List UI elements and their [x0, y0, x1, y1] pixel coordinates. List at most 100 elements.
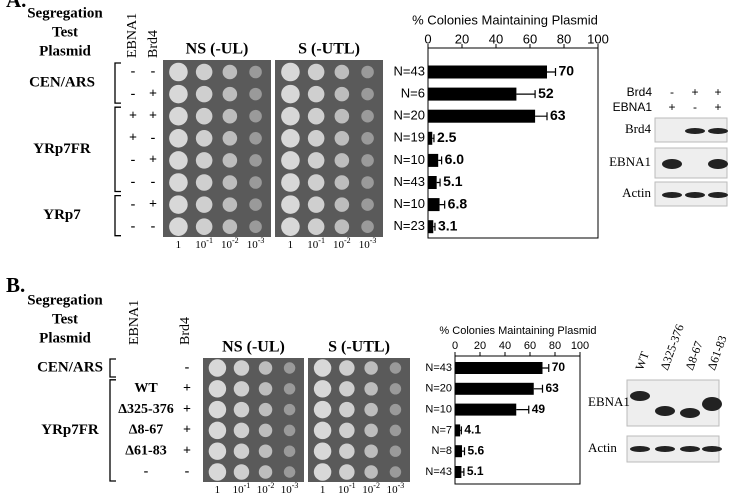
colony-spot: [222, 219, 238, 234]
colony-spot: [249, 132, 262, 145]
category-label: N=20: [425, 383, 452, 395]
dilution-exponent: -3: [370, 236, 377, 245]
colony-spot: [222, 175, 238, 190]
dilution-label: 1: [215, 484, 221, 496]
band: [680, 408, 700, 418]
bar: [428, 153, 439, 167]
error-bar: [436, 178, 441, 187]
row-sign: -: [151, 64, 156, 79]
dilution-base: 10: [247, 239, 259, 251]
colony-spot: [283, 362, 296, 374]
x-tick-label: 20: [474, 340, 486, 352]
band: [655, 406, 675, 416]
colony-spot: [313, 421, 332, 440]
colony-spot: [258, 402, 273, 417]
x-tick-label: 100: [571, 340, 589, 352]
row-sign: -: [185, 464, 190, 479]
dilution-exponent: -1: [349, 481, 356, 490]
colony-spot: [361, 87, 374, 101]
band: [662, 192, 682, 198]
colony-spot: [307, 152, 325, 169]
x-tick-label: 0: [452, 340, 458, 352]
colony-spot: [208, 421, 227, 440]
band: [655, 446, 675, 452]
dilution-base: 10: [307, 239, 319, 251]
dilution-base: 1: [176, 239, 182, 251]
row-sign: Δ325-376: [118, 402, 173, 417]
condition-sign: -: [693, 100, 697, 114]
colony-spot: [339, 422, 355, 439]
colony-spot: [283, 445, 296, 457]
dilution-base: 10: [233, 484, 245, 496]
colony-spot: [195, 174, 213, 191]
colony-spot: [222, 131, 238, 146]
colony-spot: [307, 63, 325, 81]
condition-sign: -: [670, 85, 674, 99]
dilution-exponent: -1: [206, 236, 213, 245]
column-header: Brd4: [146, 30, 161, 58]
colony-spot: [339, 381, 355, 397]
colony-spot: [283, 424, 296, 437]
dilution-base: 1: [320, 484, 326, 496]
error-bar: [460, 426, 462, 435]
row-sign: -: [131, 86, 136, 101]
colony-spot: [233, 422, 250, 439]
row-sign: +: [129, 108, 137, 123]
colony-spot: [249, 198, 262, 211]
group-name: CEN/ARS: [37, 359, 103, 375]
category-label: N=23: [394, 218, 425, 233]
colony-spot: [258, 382, 273, 396]
dilution-label: 10-3: [247, 236, 265, 251]
plate: [203, 358, 304, 482]
colony-spot: [281, 173, 300, 192]
error-bar: [433, 222, 436, 231]
error-bar: [535, 112, 548, 121]
value-label: 70: [559, 63, 575, 79]
category-label: N=43: [425, 362, 452, 374]
colony-spot: [208, 380, 227, 398]
colony-spot: [313, 400, 332, 419]
band: [630, 446, 650, 452]
row-header: Test: [52, 24, 78, 40]
error-bar: [533, 384, 544, 393]
colony-spot: [389, 466, 402, 478]
error-bar: [432, 134, 435, 143]
colony-spot: [233, 401, 250, 418]
category-label: N=19: [394, 130, 425, 145]
dilution-exponent: -1: [244, 481, 251, 490]
colony-spot: [208, 359, 227, 377]
colony-spot: [233, 381, 250, 397]
row-sign: -: [151, 131, 156, 146]
lane-label: Δ8-67: [682, 339, 705, 372]
colony-spot: [249, 154, 262, 167]
colony-spot: [233, 464, 250, 480]
group-name: YRp7FR: [41, 422, 99, 438]
colony-spot: [195, 152, 213, 169]
plot-frame: [454, 355, 581, 485]
band: [680, 446, 700, 452]
dilution-base: 10: [195, 239, 207, 251]
dilution-label: 10-1: [338, 481, 356, 496]
colony-spot: [281, 195, 300, 214]
colony-spot: [222, 86, 238, 102]
colony-spot: [169, 62, 188, 82]
category-label: N=10: [425, 404, 452, 416]
band: [630, 391, 650, 401]
group-bracket: [109, 358, 116, 378]
row-sign: -: [144, 464, 149, 479]
group-name: YRp7FR: [33, 141, 91, 157]
row-sign: Δ61-83: [125, 443, 166, 458]
chart-title: % Colonies Maintaining Plasmid: [439, 325, 596, 337]
plate-title: NS (-UL): [222, 339, 285, 356]
row-header: Segregation: [27, 292, 103, 308]
colony-spot: [283, 403, 296, 416]
colony-spot: [283, 383, 296, 395]
band: [702, 397, 722, 411]
row-header: Plasmid: [39, 330, 91, 346]
colony-spot: [307, 174, 325, 191]
band: [685, 192, 705, 198]
colony-spot: [334, 131, 350, 146]
bar: [428, 198, 440, 212]
dilution-exponent: -2: [232, 236, 239, 245]
